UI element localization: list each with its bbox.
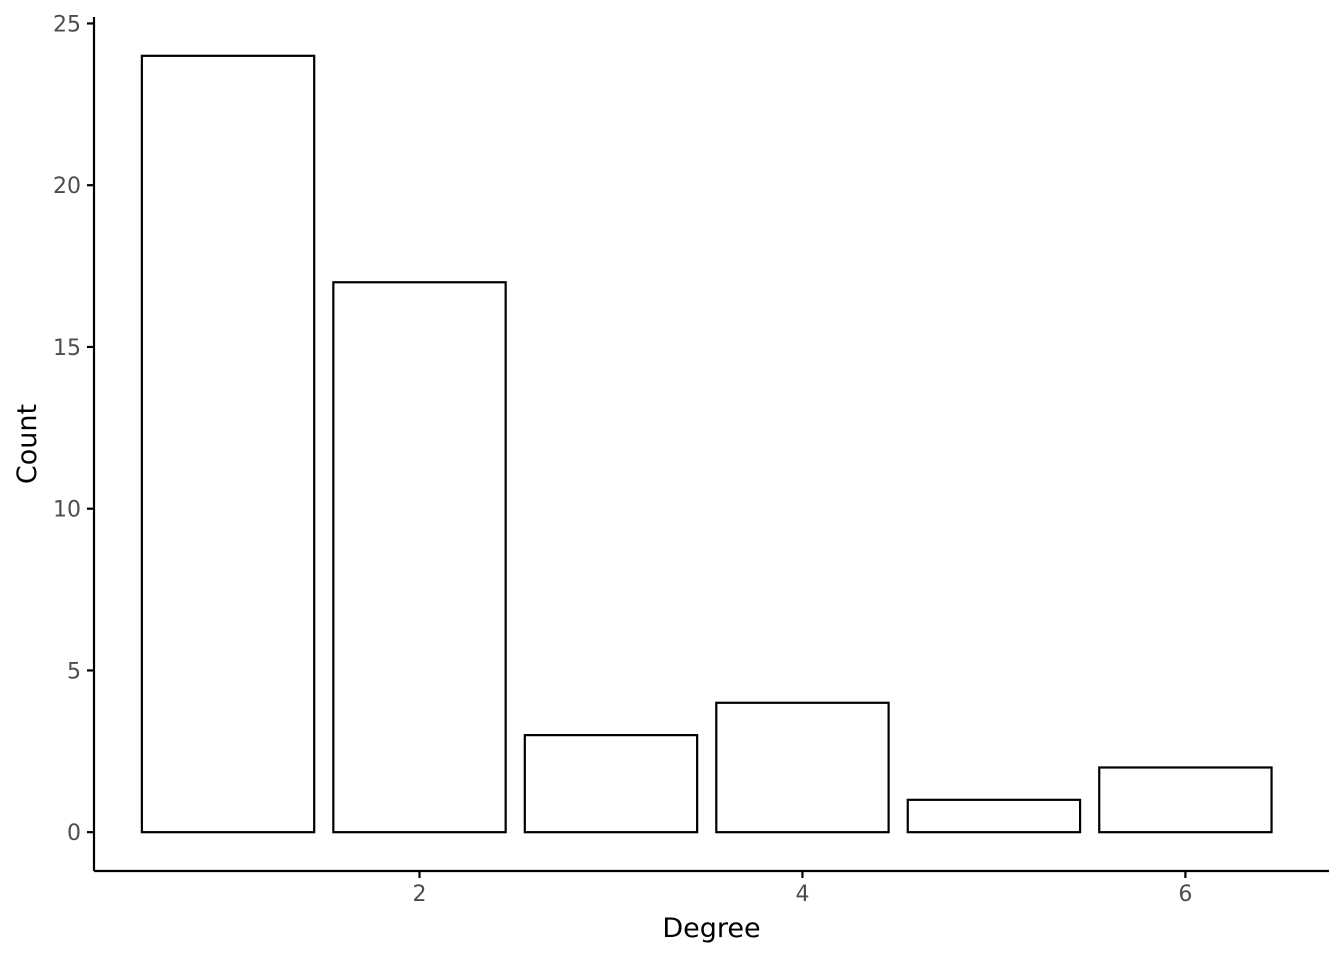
y-tick-label: 25: [53, 12, 81, 37]
y-tick-label: 5: [67, 659, 81, 684]
y-tick-label: 15: [53, 336, 81, 361]
y-tick-label: 10: [53, 498, 81, 523]
x-tick-label: 6: [1178, 882, 1192, 907]
x-axis-ticks: 2 4 6: [413, 871, 1192, 907]
bar-degree-3: [523, 734, 699, 834]
y-axis-ticks: 0 5 10 15 20 25: [53, 12, 94, 846]
x-tick-label: 4: [795, 882, 809, 907]
bar-degree-6: [1098, 766, 1273, 834]
bar-degree-5: [906, 798, 1082, 834]
x-tick-label: 2: [413, 882, 427, 907]
bar-degree-2: [332, 281, 507, 834]
bars-group: [140, 54, 1273, 834]
y-tick-label: 20: [53, 174, 81, 199]
bar-degree-4: [715, 701, 890, 834]
y-tick-label: 0: [67, 821, 81, 846]
y-axis-title: Count: [12, 404, 43, 484]
x-axis-title: Degree: [662, 913, 760, 944]
bar-degree-1: [140, 54, 316, 834]
